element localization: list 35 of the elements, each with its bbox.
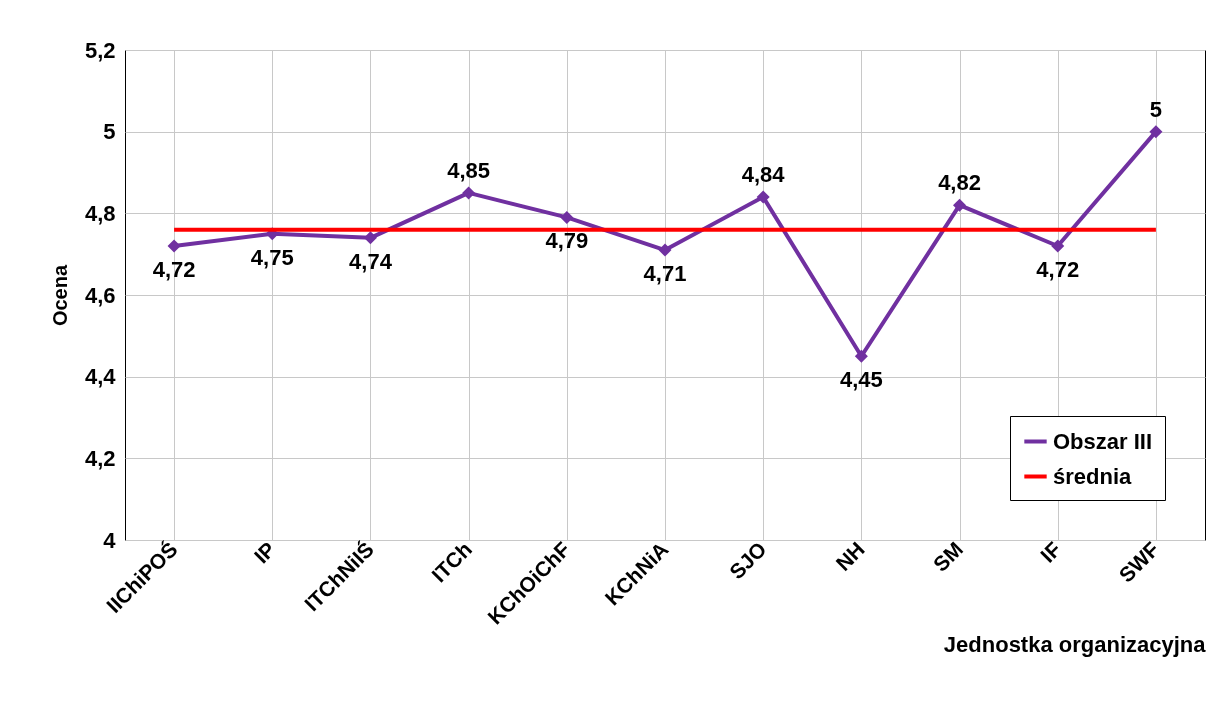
data-label: 4,45 xyxy=(839,367,883,393)
x-tick-label: NH xyxy=(831,537,869,576)
point xyxy=(363,231,377,245)
y-tick-label: 4,8 xyxy=(84,200,116,226)
legend-label: Obszar III xyxy=(1053,428,1153,454)
point xyxy=(658,243,672,257)
data-label: 4,82 xyxy=(938,170,981,196)
point xyxy=(854,349,868,363)
legend-label: średnia xyxy=(1053,463,1133,489)
y-axis-title: Ocena xyxy=(48,264,71,327)
data-label: 4,79 xyxy=(545,228,589,254)
point xyxy=(1051,239,1065,253)
x-tick-label: SM xyxy=(928,537,968,576)
y-tick-label: 4,4 xyxy=(84,364,117,390)
y-tick-label: 4,2 xyxy=(84,445,116,471)
x-tick-label: IF xyxy=(1035,537,1066,567)
point xyxy=(953,198,967,212)
data-label: 4,71 xyxy=(643,261,687,287)
y-tick-label: 5,2 xyxy=(84,37,116,63)
point xyxy=(462,186,476,200)
data-label: 4,72 xyxy=(152,257,196,282)
point xyxy=(756,190,770,204)
x-axis-title: Jednostka organizacyjna xyxy=(943,631,1207,657)
point xyxy=(560,210,574,224)
x-tick-label: IP xyxy=(249,537,280,568)
point xyxy=(1149,125,1163,139)
data-label: 5 xyxy=(1149,96,1163,122)
data-label: 4,74 xyxy=(349,248,393,274)
data-label: 4,75 xyxy=(250,244,294,270)
y-tick-label: 5 xyxy=(103,119,116,145)
y-tick-label: 4,6 xyxy=(84,282,116,308)
data-label: 4,84 xyxy=(741,162,786,187)
data-label: 4,72 xyxy=(1036,257,1080,282)
point xyxy=(167,239,181,253)
data-label: 4,85 xyxy=(447,157,491,183)
